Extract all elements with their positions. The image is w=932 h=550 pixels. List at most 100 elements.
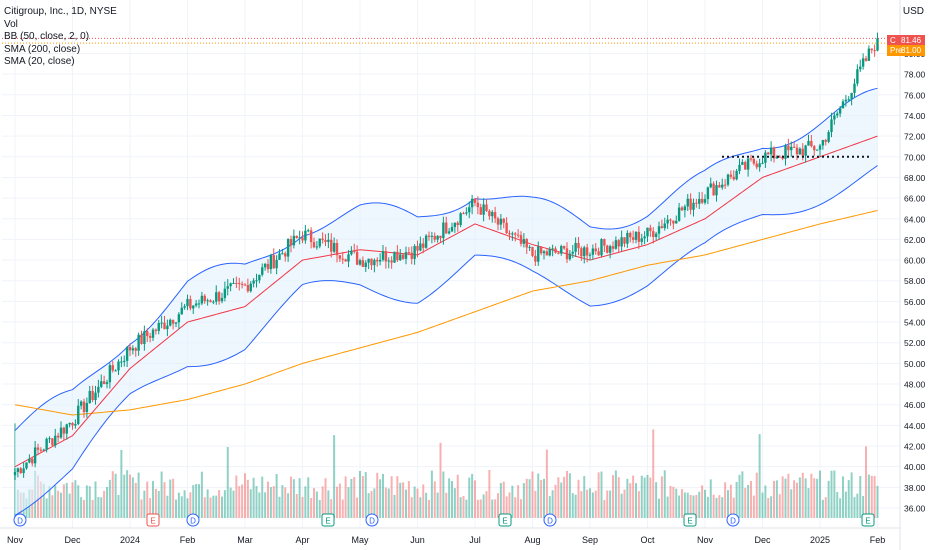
candle-body: [332, 242, 336, 252]
candle-body: [28, 458, 31, 463]
volume-bar: [77, 485, 80, 518]
premarket-value: 81.00: [901, 46, 922, 55]
candle-body: [197, 303, 201, 305]
candle-body: [568, 253, 572, 260]
volume-bar: [597, 472, 600, 518]
x-tick-label: 2024: [120, 535, 140, 545]
volume-bar: [643, 477, 646, 518]
volume-bar: [402, 482, 405, 518]
candle-body: [94, 392, 97, 401]
candle-body: [255, 280, 258, 282]
candle-body: [700, 198, 704, 203]
candle-body: [557, 252, 560, 254]
candle-body: [151, 329, 155, 338]
volume-bar: [796, 482, 798, 518]
volume-bar: [120, 449, 123, 518]
volume-bar: [284, 487, 287, 518]
volume-bar: [617, 477, 620, 518]
candle-body: [594, 248, 597, 252]
candle-body: [281, 253, 284, 255]
volume-bar: [361, 476, 364, 518]
candle-body: [238, 283, 241, 285]
volume-bar: [223, 490, 226, 518]
x-tick-label: Apr: [295, 535, 309, 545]
volume-bar: [275, 474, 278, 518]
candle-body: [703, 199, 707, 203]
candle-body: [634, 231, 638, 240]
volume-bar: [232, 490, 235, 518]
candle-body: [741, 162, 744, 165]
volume-bar: [143, 490, 146, 518]
candle-body: [134, 348, 137, 351]
candle-body: [189, 299, 192, 309]
volume-bar: [580, 491, 583, 518]
volume-bar: [459, 497, 462, 518]
candle-body: [123, 360, 126, 362]
candle-body: [514, 233, 517, 235]
volume-bar: [807, 488, 810, 518]
candle-body: [246, 285, 250, 292]
volume-bar: [60, 492, 62, 518]
candle-body: [493, 212, 497, 219]
candle-body: [617, 240, 620, 247]
candle-body: [666, 219, 669, 224]
volume-bar: [821, 499, 824, 518]
marker-label: E: [502, 517, 507, 526]
marker-label: D: [730, 517, 736, 526]
volume-bar: [68, 493, 71, 518]
volume-bar: [192, 485, 195, 518]
volume-bar: [91, 499, 94, 518]
candle-body: [468, 207, 471, 213]
candle-body: [370, 258, 373, 266]
volume-bar: [172, 478, 175, 518]
candle-body: [77, 405, 80, 425]
x-tick-label: Jul: [469, 535, 481, 545]
candle-body: [577, 242, 580, 249]
candle-body: [390, 260, 393, 263]
volume-bar: [379, 479, 382, 518]
candle-body: [284, 253, 287, 257]
volume-bar: [681, 489, 683, 518]
candle-body: [574, 242, 577, 252]
volume-bar: [48, 486, 51, 518]
y-tick-label: 52.00: [904, 338, 926, 348]
candle-body: [59, 427, 63, 438]
y-tick-label: 46.00: [904, 400, 926, 410]
volume-bar: [287, 493, 290, 518]
volume-bar: [655, 482, 658, 518]
volume-bar: [614, 470, 617, 518]
volume-bar: [330, 499, 333, 518]
volume-bar: [146, 481, 149, 518]
candle-body: [56, 435, 60, 438]
volume-bar: [652, 429, 655, 518]
candle-body: [258, 274, 261, 281]
volume-bar: [718, 495, 721, 518]
volume-bar: [787, 473, 790, 518]
candle-body: [309, 230, 313, 243]
x-tick-label: Feb: [870, 535, 886, 545]
candle-body: [496, 218, 500, 225]
x-tick-label: Oct: [640, 535, 655, 545]
candle-body: [243, 284, 247, 286]
volume-bar: [727, 490, 729, 518]
volume-bar: [229, 487, 232, 518]
candle-body: [163, 322, 166, 330]
x-tick-label: Mar: [237, 535, 253, 545]
volume-bar: [367, 493, 370, 518]
volume-bar: [577, 479, 580, 518]
currency-label[interactable]: USD: [902, 6, 924, 17]
candle-body: [631, 237, 635, 240]
volume-bar: [824, 497, 827, 518]
volume-bar: [57, 490, 60, 518]
volume-bar: [744, 487, 747, 518]
volume-bar: [97, 497, 100, 518]
volume-bar: [724, 482, 727, 518]
volume-bar: [333, 435, 336, 518]
candle-body: [798, 148, 802, 155]
volume-bar: [816, 478, 819, 518]
volume-bar: [318, 499, 321, 518]
y-tick-label: 40.00: [904, 462, 926, 472]
volume-bar: [836, 492, 839, 518]
